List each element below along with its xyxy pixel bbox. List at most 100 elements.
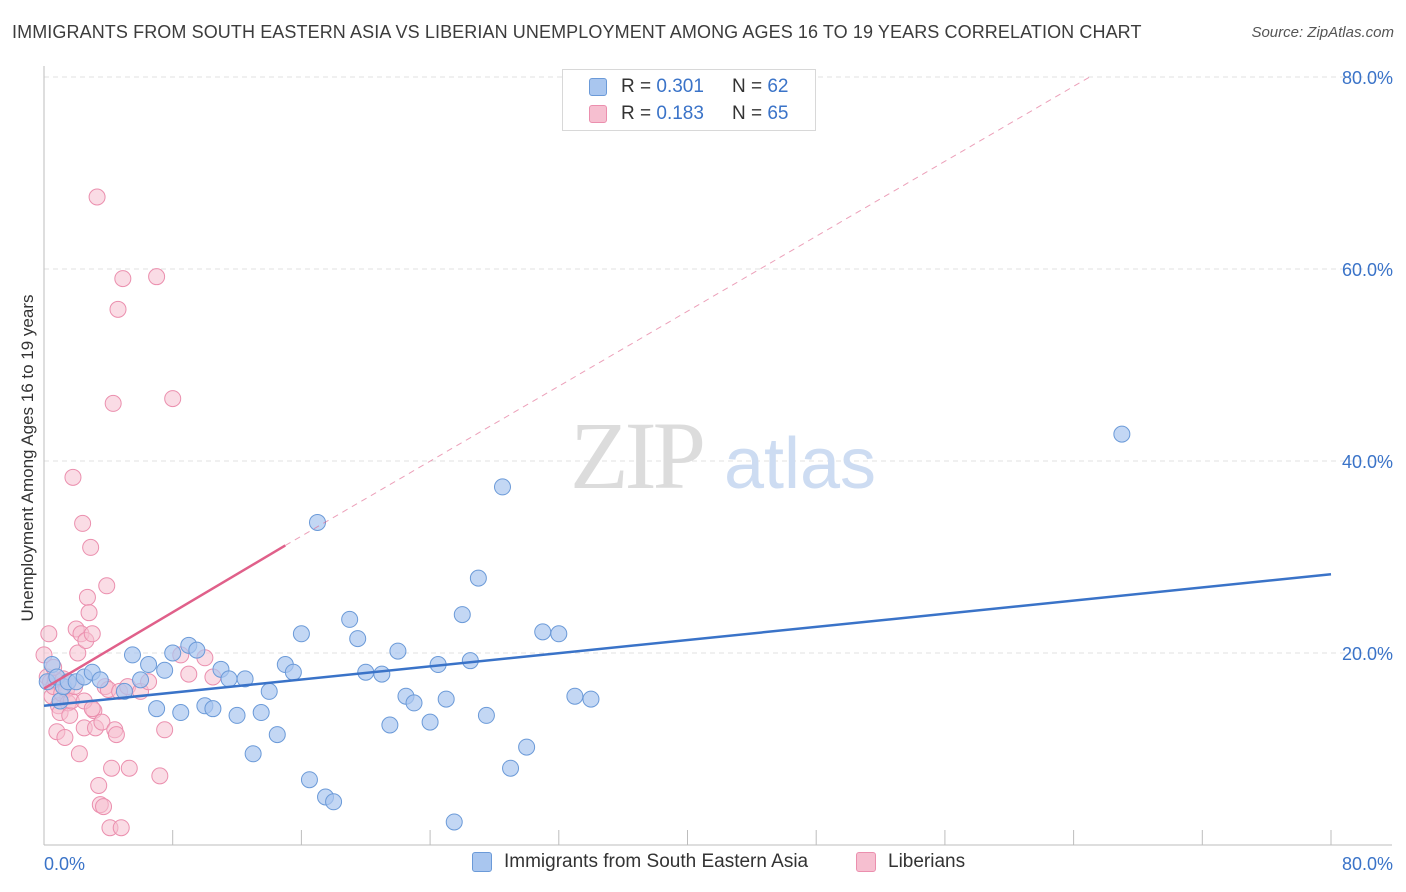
liberians-point	[156, 721, 174, 739]
gridlines	[44, 76, 1392, 654]
trend-lines	[43, 76, 1332, 708]
source-label: Source: ZipAtlas.com	[1251, 24, 1394, 41]
liberians-point	[98, 577, 116, 595]
liberians-point	[164, 390, 182, 408]
sea-immigrants-point	[518, 738, 536, 756]
sea-immigrants-point	[349, 630, 367, 648]
liberians-point	[80, 604, 98, 622]
liberians-point	[103, 759, 121, 777]
sea-immigrants-point	[284, 663, 302, 681]
liberians-point	[180, 665, 198, 683]
legend-swatch-pink	[589, 105, 607, 123]
watermark-zip: ZIP	[570, 402, 703, 509]
sea-immigrants-point	[381, 716, 399, 734]
bottom-legend-label-sea: Immigrants from South Eastern Asia	[504, 851, 809, 872]
sea-immigrants-point	[220, 670, 238, 688]
liberians-point	[83, 625, 101, 643]
legend-n-value: 62	[767, 76, 789, 97]
liberians-point	[88, 188, 106, 206]
sea-immigrants-points	[38, 425, 1131, 831]
legend-row-sea: R = 0.301 N = 62	[589, 75, 788, 99]
legend-row-liberians: R = 0.183 N = 65	[589, 102, 788, 126]
bottom-legend-swatch-blue	[472, 852, 492, 872]
liberians-point	[78, 588, 96, 606]
sea-immigrants-point	[405, 694, 423, 712]
liberians-points	[35, 188, 222, 837]
legend-n-label: N =	[731, 76, 763, 97]
x-tick-label-min: 0.0%	[44, 854, 85, 874]
watermark-atlas: atlas	[724, 424, 876, 504]
liberians-point	[148, 268, 166, 286]
liberians-point	[90, 776, 108, 794]
liberians-point	[82, 538, 100, 556]
sea-immigrants-point	[453, 606, 471, 624]
sea-immigrants-point	[164, 644, 182, 662]
sea-immigrants-point	[373, 665, 391, 683]
liberians-trend-extension	[285, 76, 1090, 546]
sea-immigrants-point	[582, 690, 600, 708]
y-tick-label: 80.0%	[1342, 68, 1393, 88]
sea-immigrants-point	[268, 726, 286, 744]
liberians-point	[104, 394, 122, 412]
sea-immigrants-point	[228, 706, 246, 724]
y-tick-label: 60.0%	[1342, 260, 1393, 280]
y-tick-label: 20.0%	[1342, 644, 1393, 664]
sea-immigrants-point	[236, 670, 254, 688]
sea-immigrants-point	[341, 610, 359, 628]
liberians-point	[114, 270, 132, 288]
legend-r-value: 0.183	[656, 103, 704, 124]
sea-immigrants-point	[300, 771, 318, 789]
bottom-legend-sea: Immigrants from South Eastern Asia	[472, 851, 808, 873]
sea-immigrants-point	[389, 642, 407, 660]
sea-immigrants-point	[469, 569, 487, 587]
sea-immigrants-point	[502, 759, 520, 777]
sea-immigrants-point	[148, 700, 166, 718]
sea-immigrants-point	[188, 641, 206, 659]
sea-immigrants-point	[156, 661, 174, 679]
liberians-point	[93, 713, 111, 731]
sea-immigrants-point	[308, 513, 326, 531]
sea-immigrants-point	[437, 690, 455, 708]
sea-immigrants-point	[493, 478, 511, 496]
sea-immigrants-point	[477, 706, 495, 724]
liberians-point	[61, 706, 79, 724]
legend-swatch-blue	[589, 78, 607, 96]
liberians-point	[40, 625, 58, 643]
sea-immigrants-trend-line	[43, 573, 1332, 708]
liberians-point	[120, 759, 138, 777]
bottom-legend-swatch-pink	[856, 852, 876, 872]
liberians-point	[112, 819, 130, 837]
y-tick-label: 40.0%	[1342, 452, 1393, 472]
bottom-legend-liberians: Liberians	[856, 851, 965, 873]
sea-immigrants-point	[172, 704, 190, 722]
sea-immigrants-point	[244, 745, 262, 763]
sea-immigrants-point	[445, 813, 463, 831]
liberians-point	[70, 745, 88, 763]
legend-n-value: 65	[767, 103, 789, 124]
liberians-point	[56, 728, 74, 746]
sea-immigrants-point	[325, 793, 343, 811]
sea-immigrants-point	[1113, 425, 1131, 443]
watermark: ZIP atlas	[570, 402, 876, 509]
sea-immigrants-point	[292, 625, 310, 643]
sea-immigrants-point	[566, 687, 584, 705]
tick-labels: 20.0% 40.0% 60.0% 80.0% 0.0% 80.0%	[44, 68, 1393, 874]
sea-immigrants-point	[550, 625, 568, 643]
legend-n-label: N =	[731, 103, 763, 124]
axes	[43, 66, 1392, 846]
liberians-point	[107, 726, 125, 744]
legend-r-value: 0.301	[656, 76, 704, 97]
liberians-point	[151, 767, 169, 785]
sea-immigrants-point	[51, 692, 69, 710]
sea-immigrants-point	[421, 713, 439, 731]
sea-immigrants-point	[534, 623, 552, 641]
liberians-point	[95, 798, 113, 816]
liberians-point	[83, 700, 101, 718]
liberians-point	[64, 468, 82, 486]
chart-title: IMMIGRANTS FROM SOUTH EASTERN ASIA VS LI…	[12, 22, 1142, 42]
bottom-legend-label-liberians: Liberians	[888, 851, 966, 872]
sea-immigrants-point	[123, 646, 141, 664]
sea-immigrants-point	[115, 682, 133, 700]
liberians-point	[69, 644, 87, 662]
